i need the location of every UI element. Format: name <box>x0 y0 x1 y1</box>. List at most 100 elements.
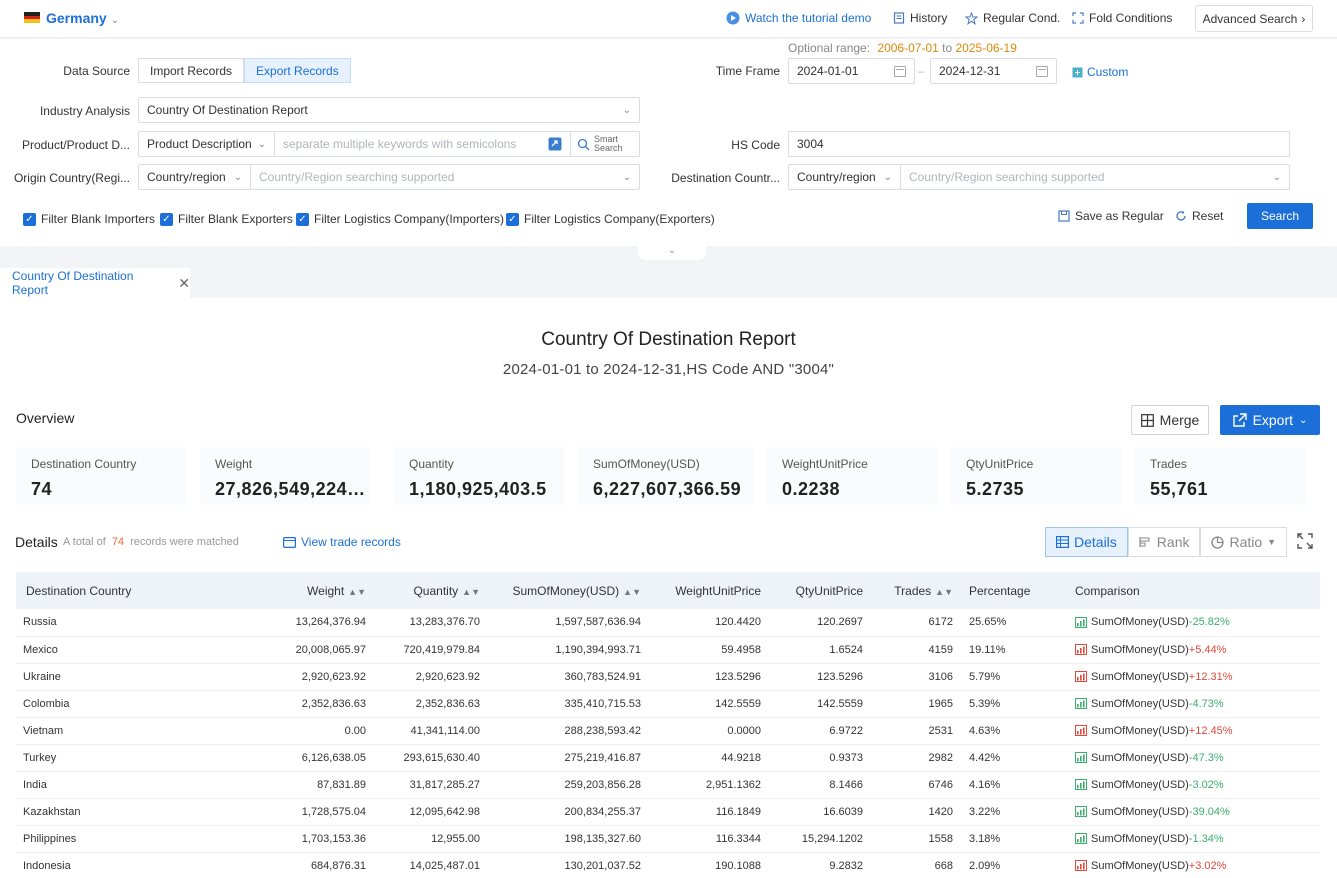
report-subtitle: 2024-01-01 to 2024-12-31,HS Code AND "30… <box>502 361 835 378</box>
origin-country-label: Origin Country(Regi... <box>13 171 130 185</box>
cell-country: Colombia <box>16 690 166 718</box>
checkbox-label: Filter Logistics Company(Importers) <box>314 212 505 226</box>
table-row[interactable]: Ukraine 2,920,623.92 2,920,623.92 360,783,5… <box>16 663 1320 691</box>
table-row[interactable]: Colombia 2,352,836.63 2,352,836.63 335,410,… <box>16 690 1320 718</box>
table-row[interactable]: Indonesia 684,876.31 14,025,487.01 130,201,… <box>16 852 1320 878</box>
cell-sum: 130,201,037.52 <box>488 852 649 878</box>
tab-details[interactable]: Details <box>1045 527 1128 557</box>
close-icon[interactable]: ✕ <box>178 274 190 291</box>
col-trades[interactable]: Trades ▲▼ <box>871 572 961 609</box>
product-type-select[interactable]: Product Description ⌄ <box>138 131 275 157</box>
table-row[interactable]: India 87,831.89 31,817,285.27 259,203,856.2… <box>16 771 1320 799</box>
table-row[interactable]: Kazakhstan 1,728,575.04 12,095,642.98 200,8… <box>16 798 1320 826</box>
reset-button[interactable]: Reset <box>1175 209 1223 223</box>
table-row[interactable]: Turkey 6,126,638.05 293,615,630.40 275,219,… <box>16 744 1320 772</box>
custom-label: Custom <box>1087 65 1129 79</box>
keyword-tool-icon[interactable] <box>548 137 562 151</box>
cell-qty-unit-price: 1.6524 <box>769 636 871 664</box>
history-link[interactable]: History <box>893 11 947 25</box>
cell-trades: 2531 <box>871 717 961 745</box>
col-label: SumOfMoney(USD) <box>512 583 620 598</box>
tab-country-of-destination-report[interactable]: Country Of Destination Report ✕ <box>0 268 190 298</box>
calendar-icon <box>894 65 906 77</box>
tab-rank[interactable]: Rank <box>1127 527 1201 557</box>
table-row[interactable]: Russia 13,264,376.94 13,283,376.70 1,597,58… <box>16 609 1320 637</box>
filter-logistics-importers-checkbox[interactable]: ✓ Filter Logistics Company(Importers) <box>296 212 504 226</box>
comparison-change: +12.31% <box>1188 670 1233 683</box>
cell-sum: 360,783,524.91 <box>488 663 649 691</box>
report-title: Country Of Destination Report <box>541 329 796 350</box>
table-row[interactable]: Vietnam 0.00 41,341,114.00 288,238,593.42 0.… <box>16 717 1320 745</box>
stat-value: 1,180,925,403.5 <box>409 479 547 499</box>
cell-country: Turkey <box>16 744 166 772</box>
tab-details-label: Details <box>1074 534 1117 550</box>
cell-comparison: SumOfMoney(USD)-1.34% <box>1067 825 1320 853</box>
origin-country-input[interactable]: Country/Region searching supported ⌄ <box>250 164 640 190</box>
regular-cond-link[interactable]: Regular Cond. <box>965 11 1060 25</box>
export-button[interactable]: Export ⌄ <box>1220 405 1320 435</box>
filter-blank-exporters-checkbox[interactable]: ✓ Filter Blank Exporters <box>160 212 293 226</box>
ratio-icon <box>1211 535 1225 549</box>
date-to-input[interactable]: 2024-12-31 <box>930 58 1057 84</box>
sort-icon[interactable]: ▲▼ <box>935 586 953 597</box>
tab-ratio[interactable]: Ratio ▼ <box>1200 527 1288 557</box>
fullscreen-icon[interactable] <box>1297 533 1313 549</box>
destination-type-select[interactable]: Country/region ⌄ <box>788 164 901 190</box>
collapse-panel-toggle[interactable]: ⌄ <box>638 244 706 260</box>
sort-icon[interactable]: ▲▼ <box>623 586 641 597</box>
cell-percentage: 19.11% <box>961 636 1067 664</box>
col-label: Destination Country <box>26 583 132 598</box>
search-button[interactable]: Search <box>1247 203 1313 229</box>
industry-analysis-select[interactable]: Country Of Destination Report ⌄ <box>138 97 640 123</box>
trend-up-icon <box>1075 644 1087 655</box>
origin-type-select[interactable]: Country/region ⌄ <box>138 164 251 190</box>
trend-down-icon <box>1075 806 1087 817</box>
comparison-metric: SumOfMoney(USD) <box>1091 832 1189 845</box>
tab-ratio-label: Ratio <box>1229 534 1263 550</box>
fold-conditions-link[interactable]: Fold Conditions <box>1072 11 1172 25</box>
table-row[interactable]: Philippines 1,703,153.36 12,955.00 198,135,… <box>16 825 1320 853</box>
col-sum-of-money[interactable]: SumOfMoney(USD) ▲▼ <box>488 572 649 609</box>
cell-weight-unit-price: 190.1088 <box>649 852 769 878</box>
filter-logistics-exporters-checkbox[interactable]: ✓ Filter Logistics Company(Exporters) <box>506 212 715 226</box>
industry-analysis-label: Industry Analysis <box>39 104 130 118</box>
filter-blank-importers-checkbox[interactable]: ✓ Filter Blank Importers <box>23 212 155 226</box>
cell-quantity: 12,955.00 <box>374 825 488 853</box>
sort-icon[interactable]: ▲▼ <box>462 586 480 597</box>
cell-qty-unit-price: 16.6039 <box>769 798 871 826</box>
play-icon <box>726 11 740 25</box>
cell-quantity: 12,095,642.98 <box>374 798 488 826</box>
optional-range-label: Optional range: <box>788 41 871 55</box>
import-records-option[interactable]: Import Records <box>138 58 245 83</box>
cell-qty-unit-price: 6.9722 <box>769 717 871 745</box>
stat-label: QtyUnitPrice <box>966 457 1034 471</box>
col-weight[interactable]: Weight ▲▼ <box>166 572 374 609</box>
cell-percentage: 4.16% <box>961 771 1067 799</box>
table-row[interactable]: Mexico 20,008,065.97 720,419,979.84 1,190,3… <box>16 636 1320 664</box>
sort-icon[interactable]: ▲▼ <box>348 586 366 597</box>
stat-value: 5.2735 <box>966 479 1025 499</box>
destination-country-placeholder: Country/Region searching supported <box>909 170 1105 184</box>
advanced-search-button[interactable]: Advanced Search › <box>1195 5 1313 32</box>
checkmark-icon: ✓ <box>23 212 36 226</box>
cell-comparison: SumOfMoney(USD)-25.82% <box>1067 609 1320 637</box>
date-to-value: 2024-12-31 <box>939 64 1001 78</box>
export-records-option[interactable]: Export Records <box>244 58 351 83</box>
tutorial-link[interactable]: Watch the tutorial demo <box>726 11 871 25</box>
hs-code-input[interactable]: 3004 <box>788 131 1290 157</box>
date-from-input[interactable]: 2024-01-01 <box>788 58 915 84</box>
merge-button[interactable]: Merge <box>1131 405 1209 435</box>
view-trade-records-link[interactable]: View trade records <box>283 535 401 549</box>
custom-range-button[interactable]: Custom <box>1072 65 1128 79</box>
col-quantity[interactable]: Quantity ▲▼ <box>374 572 488 609</box>
optional-range-to: 2025-06-19 <box>955 41 1017 55</box>
destination-country-input[interactable]: Country/Region searching supported ⌄ <box>900 164 1290 190</box>
cell-weight-unit-price: 123.5296 <box>649 663 769 691</box>
trend-up-icon <box>1075 671 1087 682</box>
product-keywords-input[interactable]: separate multiple keywords with semicolo… <box>274 131 571 157</box>
data-source-segment: Import Records Export Records <box>138 58 351 83</box>
smart-search-button[interactable]: Smart Search <box>570 131 640 157</box>
country-selector[interactable]: Germany ⌄ <box>46 10 119 26</box>
tab-label: Country Of Destination Report <box>12 269 134 297</box>
save-as-regular-button[interactable]: Save as Regular <box>1058 209 1164 223</box>
